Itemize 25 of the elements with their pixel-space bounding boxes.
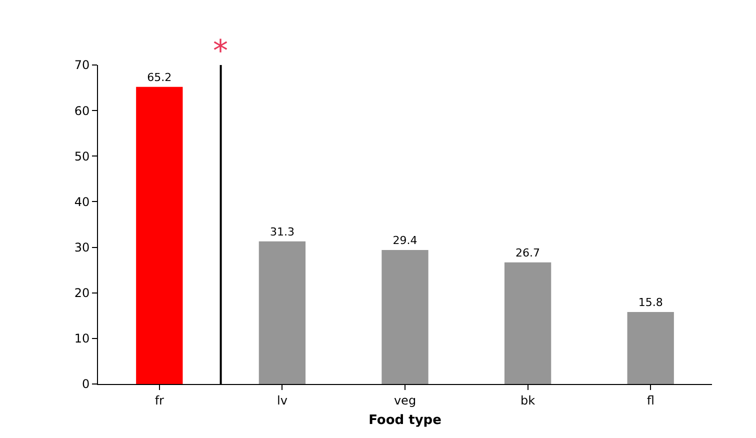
bar [627, 312, 674, 384]
x-axis-title: Food type [368, 413, 442, 428]
y-tick-label: 0 [82, 377, 90, 392]
data-label: 15.8 [638, 296, 663, 309]
data-label: 29.4 [392, 234, 418, 248]
bar [136, 86, 183, 384]
annotation: * [213, 34, 228, 69]
data-label: 31.3 [270, 225, 294, 238]
y-tick-label: 60 [74, 104, 90, 118]
data-label: 65.2 [147, 70, 172, 84]
x-tick-label: lv [276, 393, 288, 408]
y-tick-label: 40 [74, 194, 90, 209]
bar [382, 250, 428, 384]
y-tick-label: 50 [74, 149, 90, 164]
data-label: 26.7 [516, 246, 540, 260]
bar [258, 241, 306, 384]
y-tick-label: 30 [74, 240, 90, 254]
x-tick-label: fl [646, 393, 654, 408]
y-tick-label: 20 [74, 286, 90, 300]
bar [504, 262, 552, 384]
y-tick-label: 70 [74, 58, 90, 72]
y-tick-label: 10 [74, 332, 90, 346]
x-tick-label: veg [394, 393, 416, 408]
x-tick-label: bk [520, 393, 536, 408]
x-tick-label: fr [154, 393, 164, 408]
